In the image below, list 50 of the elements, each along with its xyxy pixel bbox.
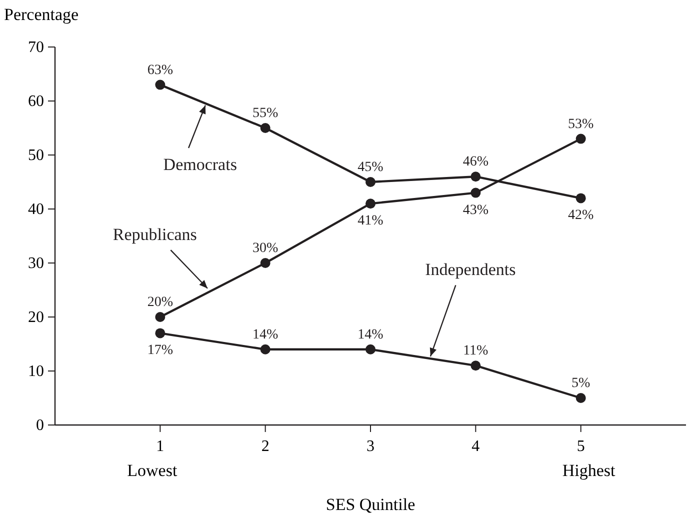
text: Independents <box>425 260 516 279</box>
point <box>366 198 376 209</box>
data-label: 45% <box>358 160 384 175</box>
text: Highest <box>562 461 616 480</box>
data-label: 5% <box>571 376 590 391</box>
y-tick-label: 40 <box>28 201 44 218</box>
y-tick-label: 70 <box>28 39 44 56</box>
data-label: 46% <box>462 154 489 170</box>
data-label: 14% <box>252 327 278 342</box>
y-tick-label: 50 <box>28 147 44 164</box>
data-label: 53% <box>568 116 594 132</box>
point <box>155 328 166 338</box>
x-tick-label: 4 <box>472 438 480 455</box>
x-tick-label: 3 <box>366 438 374 455</box>
y-tick-label: 10 <box>28 363 44 380</box>
point <box>260 123 270 133</box>
point <box>155 80 166 90</box>
point <box>260 258 270 268</box>
data-label: 20% <box>147 295 174 310</box>
data-label: 55% <box>252 106 278 121</box>
point <box>260 344 270 354</box>
point <box>366 344 376 354</box>
x-tick-label: 2 <box>261 438 270 455</box>
point <box>470 188 481 198</box>
point <box>576 193 586 204</box>
y-axis-title: Percentage <box>4 5 79 24</box>
point <box>470 172 481 182</box>
data-label: 43% <box>462 202 489 218</box>
text: Republicans <box>112 224 197 244</box>
point <box>155 312 166 322</box>
text: Democrats <box>163 155 237 174</box>
y-tick-label: 60 <box>28 93 44 110</box>
point <box>576 393 586 403</box>
data-label: 17% <box>147 343 174 358</box>
y-tick-label: 20 <box>28 309 44 326</box>
x-tick-label: 1 <box>156 438 164 455</box>
point <box>576 134 586 144</box>
y-tick-label: 0 <box>36 417 44 434</box>
data-label: 30% <box>252 241 278 256</box>
data-label: 11% <box>463 344 489 359</box>
x-axis-title: SES Quintile <box>326 495 416 514</box>
point <box>470 360 481 371</box>
data-label: 63% <box>147 62 174 78</box>
data-label: 42% <box>568 208 594 224</box>
text: Lowest <box>127 461 178 480</box>
data-label: 14% <box>358 327 384 342</box>
x-tick-label: 5 <box>576 438 585 455</box>
data-label: 41% <box>358 214 384 229</box>
y-tick-label: 30 <box>28 255 44 272</box>
point <box>366 177 376 187</box>
